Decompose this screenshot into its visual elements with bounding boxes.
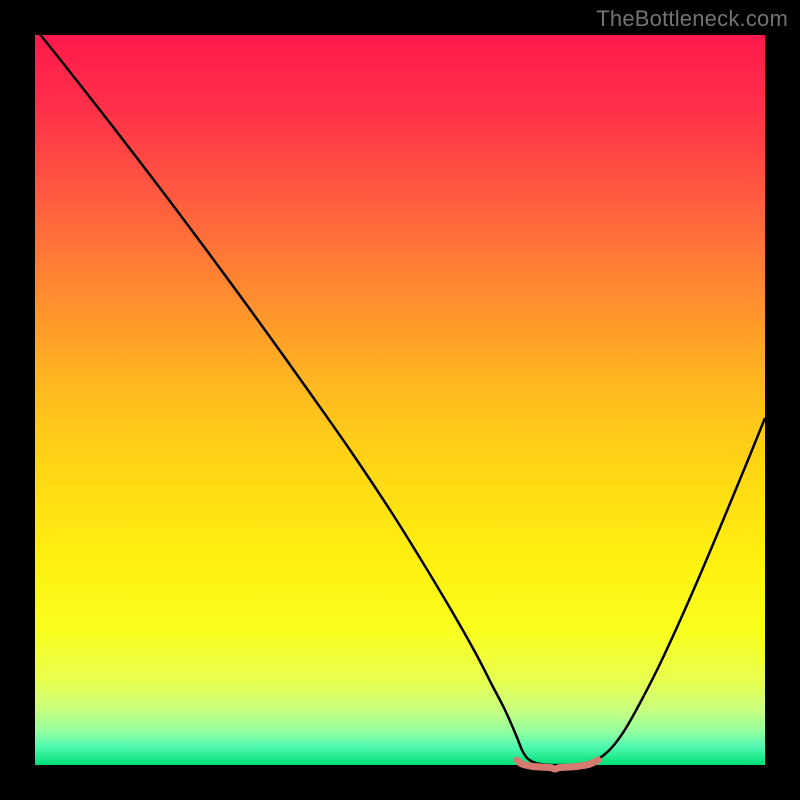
chart-container: TheBottleneck.com [0,0,800,800]
plot-background [35,35,765,765]
bottleneck-chart [0,0,800,800]
watermark-label: TheBottleneck.com [596,6,788,32]
